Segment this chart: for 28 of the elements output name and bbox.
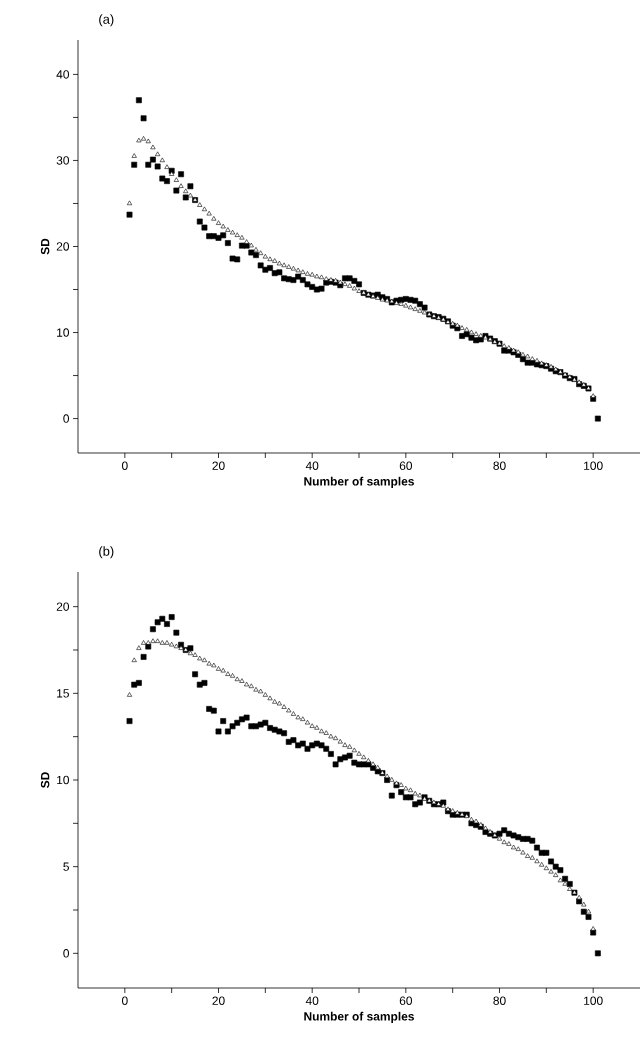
x-tick-label: 80 — [493, 461, 506, 470]
y-axis-title: SD — [40, 772, 50, 788]
y-tick-label: 0 — [63, 414, 70, 423]
y-axis-title: SD — [40, 238, 50, 255]
chart-title: (b) — [99, 546, 114, 559]
y-tick-label: 40 — [56, 70, 70, 79]
y-tick-label: 5 — [63, 862, 69, 871]
x-tick-label: 20 — [212, 461, 225, 470]
y-tick-label: 15 — [57, 689, 69, 698]
x-tick-label: 60 — [399, 996, 413, 1005]
y-tick-label: 20 — [56, 602, 70, 611]
chart-title: (a) — [99, 14, 114, 27]
x-tick-label: 20 — [212, 996, 225, 1005]
x-axis-title: Number of samples — [304, 476, 414, 488]
y-tick-label: 10 — [57, 328, 70, 337]
x-tick-label: 0 — [121, 461, 128, 470]
x-tick-label: 100 — [584, 461, 603, 470]
x-tick-label: 40 — [305, 461, 319, 470]
x-tick-label: 40 — [305, 996, 319, 1005]
y-tick-label: 20 — [56, 242, 70, 251]
x-tick-label: 60 — [399, 461, 413, 470]
x-tick-label: 80 — [493, 996, 506, 1005]
y-tick-label: 10 — [57, 775, 70, 785]
x-tick-label: 100 — [584, 996, 603, 1005]
y-tick-label: 0 — [63, 949, 70, 958]
x-axis-title: Number of samples — [304, 1011, 414, 1023]
y-tick-label: 30 — [56, 156, 70, 165]
x-tick-label: 0 — [121, 996, 128, 1005]
